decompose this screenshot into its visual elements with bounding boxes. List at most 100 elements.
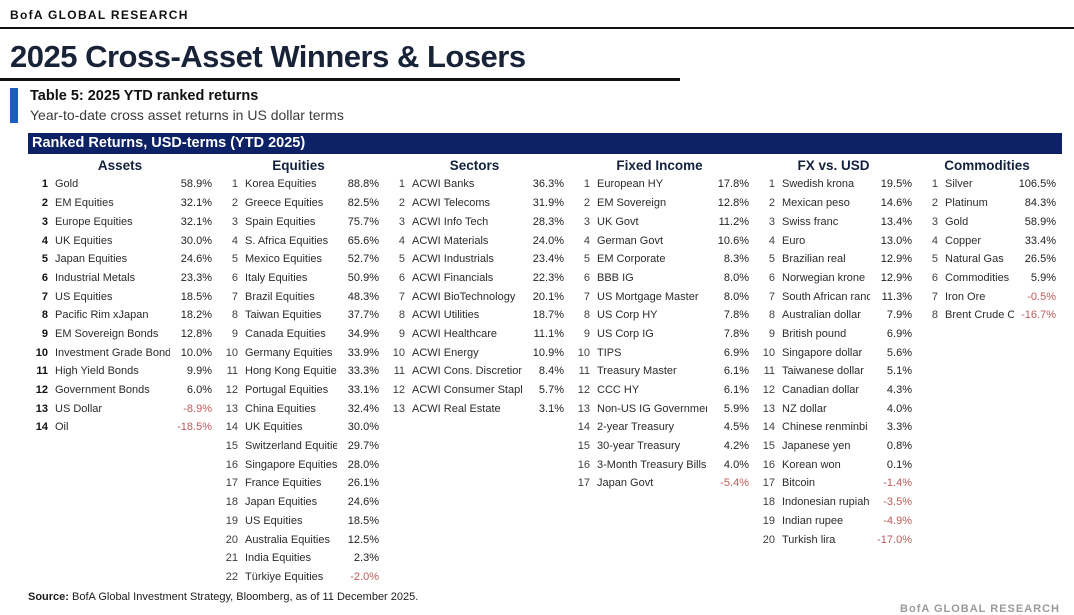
row-rank: 7 (41, 290, 48, 303)
row-return-value: 5.9% (723, 402, 749, 415)
row-rank: 1 (931, 178, 938, 191)
row-return-value: 84.3% (1024, 197, 1056, 210)
row-rank: 16 (225, 458, 238, 471)
row-asset-name: Japan Equities (55, 253, 128, 266)
row-asset-name: Brent Crude Oil (945, 309, 1014, 322)
row-asset-name: US Mortgage Master (597, 290, 699, 303)
row-return-value: 28.0% (347, 458, 379, 471)
row-return-value: -3.5% (883, 496, 912, 509)
table-row: 4 S. Africa Equities 65.6% (218, 231, 379, 250)
row-rank: 19 (762, 514, 775, 527)
table-row: 9 EM Sovereign Bonds 12.8% (28, 325, 212, 344)
table-row: 2 Platinum 84.3% (918, 194, 1056, 213)
top-brand-bar: BofA GLOBAL RESEARCH (0, 0, 1074, 27)
table-row: 2 Mexican peso 14.6% (755, 194, 912, 213)
row-asset-name: Silver (945, 178, 973, 191)
row-return-value: 23.3% (180, 271, 212, 284)
row-return-value: 26.1% (347, 477, 379, 490)
table-row: 7 Iron Ore -0.5% (918, 287, 1056, 306)
row-return-value: -16.7% (1021, 309, 1056, 322)
row-return-value: 11.2% (718, 215, 749, 228)
row-rank: 3 (231, 215, 238, 228)
row-asset-name: 3-Month Treasury Bills (597, 458, 707, 471)
table-row: 3 UK Govt 11.2% (570, 212, 749, 231)
table-row: 6 Industrial Metals 23.3% (28, 269, 212, 288)
row-asset-name: ACWI BioTechnology (412, 290, 516, 303)
row-rank: 6 (931, 271, 938, 284)
table-row: 8 Australian dollar 7.9% (755, 306, 912, 325)
table-row: 19 Indian rupee -4.9% (755, 511, 912, 530)
row-asset-name: 2-year Treasury (597, 421, 675, 434)
row-asset-name: Gold (55, 178, 79, 191)
row-return-value: 6.9% (723, 346, 749, 359)
row-rank: 11 (578, 365, 590, 378)
table-row: 22 Türkiye Equities -2.0% (218, 568, 379, 587)
row-rank: 8 (231, 309, 238, 322)
row-rank: 17 (577, 477, 590, 490)
table-row: 7 ACWI BioTechnology 20.1% (385, 287, 564, 306)
row-asset-name: ACWI Financials (412, 271, 494, 284)
table-row: 18 Indonesian rupiah -3.5% (755, 493, 912, 512)
row-return-value: 18.5% (180, 290, 212, 303)
row-asset-name: Investment Grade Bonds (55, 346, 170, 359)
row-asset-name: US Corp IG (597, 327, 654, 340)
row-rank: 13 (577, 402, 590, 415)
row-return-value: 3.1% (538, 402, 564, 415)
row-return-value: 50.9% (347, 271, 379, 284)
row-return-value: 20.1% (532, 290, 564, 303)
row-return-value: 4.0% (723, 458, 749, 471)
table-row: 5 Mexico Equities 52.7% (218, 250, 379, 269)
row-asset-name: ACWI Industrials (412, 253, 494, 266)
table-row: 4 ACWI Materials 24.0% (385, 231, 564, 250)
row-rank: 8 (931, 309, 938, 322)
row-return-value: 8.4% (538, 365, 564, 378)
row-rank: 17 (762, 477, 775, 490)
row-return-value: 31.9% (532, 197, 564, 210)
row-rank: 9 (398, 327, 405, 340)
table-row: 16 3-Month Treasury Bills 4.0% (570, 455, 749, 474)
row-asset-name: Norwegian krone (782, 271, 866, 284)
row-rank: 18 (225, 496, 238, 509)
row-asset-name: EM Sovereign Bonds (55, 327, 159, 340)
column-assets: Assets 1 Gold 58.9% 2 EM Equities 32.1% 3 Europe… (28, 154, 218, 586)
row-rank: 5 (41, 253, 48, 266)
row-asset-name: Copper (945, 234, 982, 247)
row-rank: 2 (231, 197, 238, 210)
row-rank: 6 (768, 271, 775, 284)
row-return-value: 9.9% (186, 365, 212, 378)
table-row: 4 German Govt 10.6% (570, 231, 749, 250)
row-rank: 15 (577, 440, 590, 453)
row-asset-name: Canadian dollar (782, 384, 860, 396)
row-asset-name: Germany Equities (245, 346, 333, 359)
table-row: 18 Japan Equities 24.6% (218, 493, 379, 512)
row-asset-name: Japan Equities (245, 496, 318, 509)
source-text: BofA Global Investment Strategy, Bloombe… (68, 591, 419, 604)
row-return-value: 8.0% (723, 290, 749, 303)
table-row: 6 BBB IG 8.0% (570, 269, 749, 288)
table-row: 11 ACWI Cons. Discretionary 8.4% (385, 362, 564, 381)
row-asset-name: ACWI Materials (412, 234, 489, 247)
column-header: Commodities (944, 158, 1030, 174)
row-return-value: 0.1% (886, 458, 912, 471)
row-return-value: 24.0% (532, 234, 564, 247)
row-asset-name: Hong Kong Equities (245, 365, 337, 378)
row-rank: 12 (35, 384, 48, 396)
table-row: 7 US Mortgage Master 8.0% (570, 287, 749, 306)
table-row: 1 Gold 58.9% (28, 175, 212, 194)
column-commodities: Commodities 1 Silver 106.5% 2 Platinum 84.3% 3 G… (918, 154, 1062, 586)
table-row: 13 ACWI Real Estate 3.1% (385, 399, 564, 418)
row-asset-name: British pound (782, 327, 847, 340)
table-row: 12 ACWI Consumer Staples 5.7% (385, 381, 564, 400)
row-return-value: 22.3% (532, 271, 564, 284)
row-asset-name: France Equities (245, 477, 322, 490)
row-return-value: 30.0% (180, 234, 212, 247)
row-asset-name: Indian rupee (782, 514, 844, 527)
row-rank: 14 (762, 421, 775, 434)
row-asset-name: Industrial Metals (55, 271, 136, 284)
row-rank: 17 (225, 477, 238, 490)
column-header: Fixed Income (616, 158, 703, 174)
row-rank: 16 (577, 458, 590, 471)
blue-accent-bar (10, 88, 18, 124)
row-rank: 16 (762, 458, 775, 471)
row-rank: 4 (231, 234, 238, 247)
